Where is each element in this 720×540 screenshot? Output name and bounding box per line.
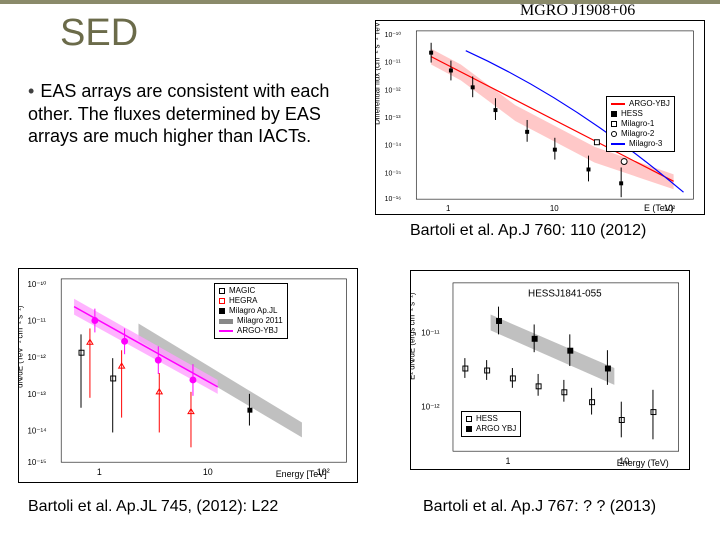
svg-text:10⁻¹²: 10⁻¹²: [385, 87, 402, 94]
svg-text:10⁻¹³: 10⁻¹³: [28, 390, 47, 399]
svg-text:10⁻¹⁰: 10⁻¹⁰: [28, 280, 47, 289]
svg-text:10⁻¹¹: 10⁻¹¹: [28, 316, 47, 325]
chart1-title: MGRO J1908+06: [520, 2, 635, 20]
chart1-xlabel: E (TeV): [644, 203, 674, 213]
legend-mil2011: Milagro 2011: [219, 316, 283, 326]
svg-text:10⁻¹¹: 10⁻¹¹: [385, 60, 402, 67]
chart3-inside-title: HESSJ1841-055: [528, 289, 602, 300]
svg-text:10⁻¹⁵: 10⁻¹⁵: [28, 458, 47, 467]
svg-text:10⁻¹⁶: 10⁻¹⁶: [385, 196, 402, 203]
chart3-xlabel: Energy (TeV): [617, 458, 669, 468]
chart2-xlabel: Energy [TeV]: [276, 469, 327, 479]
chart1-legend: ARGO-YBJ HESS Milagro-1 Milagro-2 Milagr…: [606, 96, 675, 152]
chart1: 1 10 10² 10⁻¹⁰ 10⁻¹¹ 10⁻¹² 10⁻¹³ 10⁻¹⁴ 1…: [375, 20, 705, 215]
legend-hess: HESS: [611, 109, 670, 119]
svg-text:1: 1: [97, 467, 102, 477]
bullet-text: •EAS arrays are consistent with each oth…: [28, 80, 348, 148]
legend-hegra: HEGRA: [219, 296, 283, 306]
legend-mil-apjl: Milagro Ap.JL: [219, 306, 283, 316]
legend-argo2: ARGO-YBJ: [219, 326, 283, 336]
legend-m2: Milagro-2: [611, 129, 670, 139]
chart2: 1 10 10² 10⁻¹⁰ 10⁻¹¹ 10⁻¹² 10⁻¹³ 10⁻¹⁴ 1…: [18, 268, 358, 483]
svg-text:10⁻¹⁰: 10⁻¹⁰: [385, 31, 402, 39]
svg-text:10⁻¹⁵: 10⁻¹⁵: [385, 170, 402, 177]
svg-text:10⁻¹²: 10⁻¹²: [421, 403, 440, 412]
chart2-caption: Bartoli et al. Ap.JL 745, (2012): L22: [28, 498, 278, 516]
chart1-ylabel: Differential flux (cm⁻² s⁻¹ TeV⁻¹): [376, 21, 382, 125]
legend-argo: ARGO-YBJ: [611, 99, 670, 109]
svg-text:10⁻¹²: 10⁻¹²: [28, 353, 47, 362]
chart3: HESSJ1841-055 1 10 10⁻¹¹ 10⁻¹² Energy (T…: [410, 270, 690, 470]
chart3-caption: Bartoli et al. Ap.J 767: ? ? (2013): [423, 498, 656, 516]
chart3-svg: HESSJ1841-055 1 10 10⁻¹¹ 10⁻¹² Energy (T…: [411, 271, 689, 469]
svg-text:10⁻¹⁴: 10⁻¹⁴: [28, 426, 47, 435]
svg-text:1: 1: [505, 456, 510, 466]
chart2-ylabel: dN/dE (TeV⁻¹ cm⁻² s⁻¹): [19, 305, 25, 388]
svg-text:10⁻¹¹: 10⁻¹¹: [421, 328, 440, 337]
chart3-ylabel: E² dN/dE (ergs cm⁻² s⁻¹): [411, 292, 416, 380]
svg-text:10: 10: [203, 467, 213, 477]
chart2-svg: 1 10 10² 10⁻¹⁰ 10⁻¹¹ 10⁻¹² 10⁻¹³ 10⁻¹⁴ 1…: [19, 269, 357, 482]
svg-text:1: 1: [446, 204, 451, 213]
svg-text:10⁻¹⁴: 10⁻¹⁴: [385, 143, 402, 150]
chart2-legend: MAGIC HEGRA Milagro Ap.JL Milagro 2011 A…: [214, 283, 288, 339]
legend-argo3: ARGO YBJ: [466, 424, 516, 434]
chart3-legend: HESS ARGO YBJ: [461, 411, 521, 437]
legend-magic: MAGIC: [219, 286, 283, 296]
bullet-mark: •: [28, 81, 34, 101]
legend-hess3: HESS: [466, 414, 516, 424]
svg-text:10: 10: [550, 204, 559, 213]
legend-m1: Milagro-1: [611, 119, 670, 129]
legend-m3: Milagro-3: [611, 139, 670, 149]
chart1-caption: Bartoli et al. Ap.J 760: 110 (2012): [410, 222, 646, 240]
bullet-content: EAS arrays are consistent with each othe…: [28, 81, 329, 146]
svg-text:10⁻¹³: 10⁻¹³: [385, 115, 402, 122]
